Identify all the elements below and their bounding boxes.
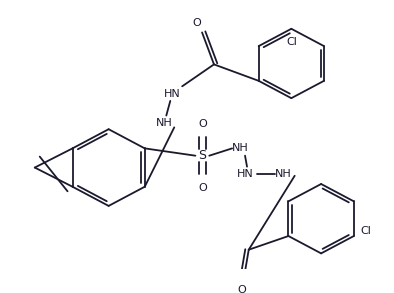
Text: NH: NH [156, 118, 173, 128]
Text: HN: HN [237, 169, 253, 179]
Text: NH: NH [274, 169, 291, 179]
Text: Cl: Cl [286, 37, 297, 47]
Text: S: S [198, 149, 206, 162]
Text: O: O [193, 18, 201, 28]
Text: O: O [198, 183, 207, 193]
Text: O: O [238, 285, 246, 293]
Text: Cl: Cl [360, 226, 371, 236]
Text: O: O [198, 119, 207, 129]
Text: NH: NH [232, 143, 249, 153]
Text: HN: HN [164, 88, 180, 99]
